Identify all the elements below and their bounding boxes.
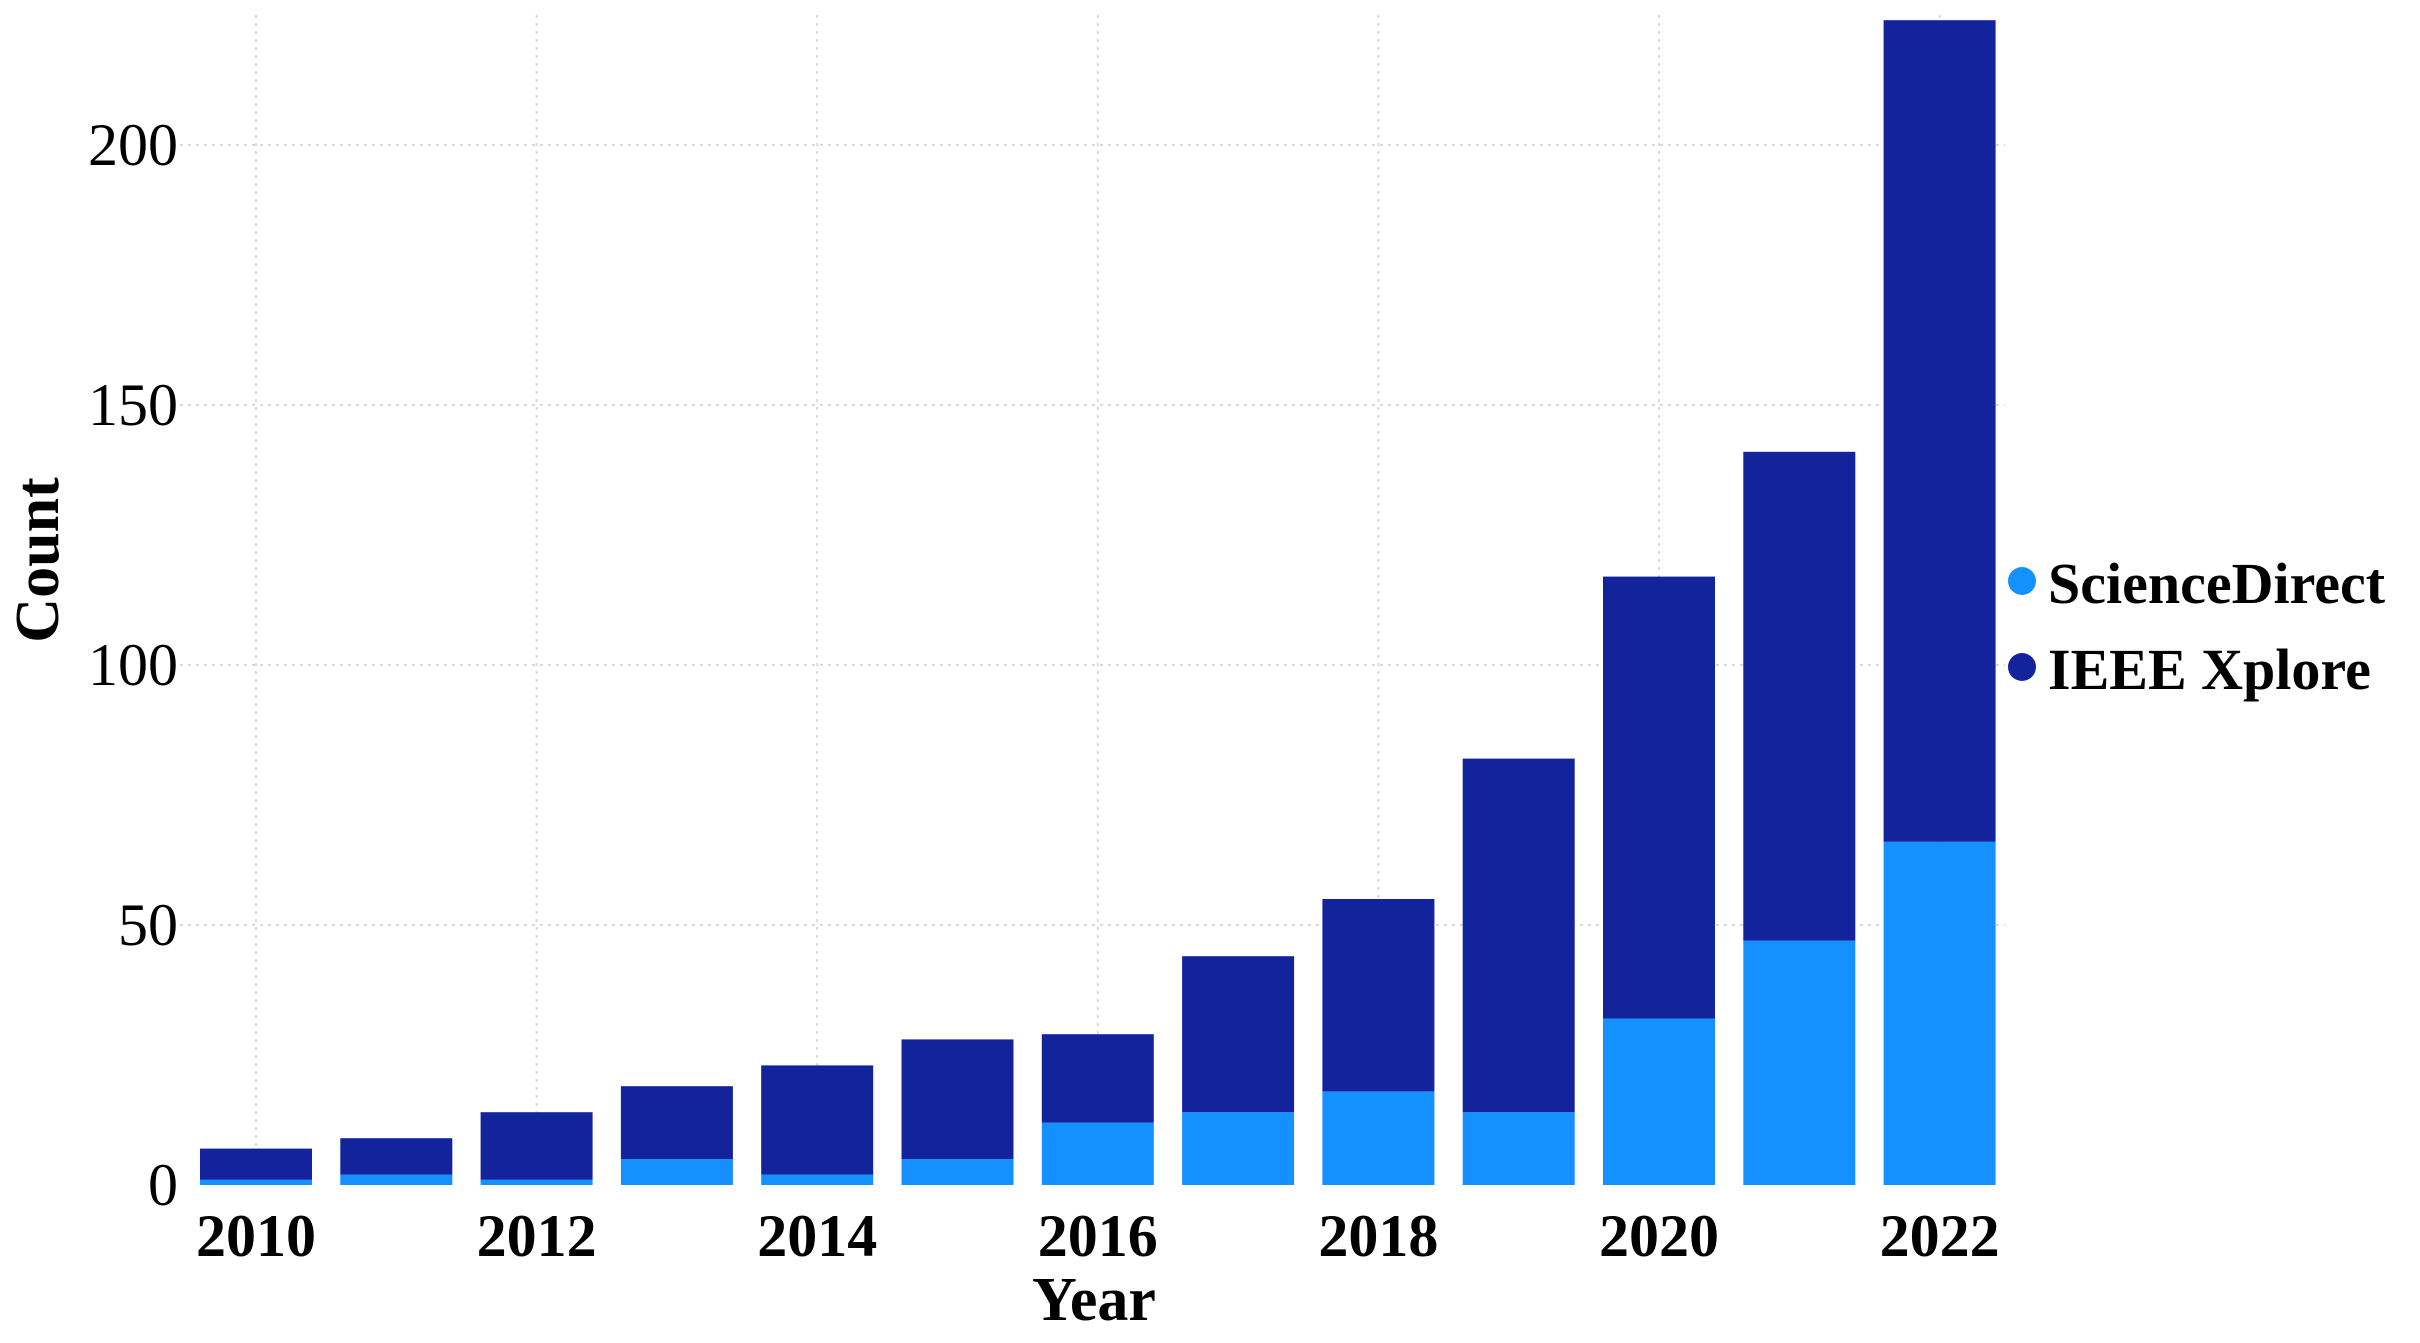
- bar-sciencedirect-2015: [901, 1159, 1014, 1185]
- y-tick-label: 100: [88, 632, 178, 698]
- bar-ieee-xplore-2018: [1322, 899, 1435, 1092]
- bar-ieee-xplore-2017: [1182, 956, 1295, 1113]
- bar-sciencedirect-2010: [200, 1179, 312, 1185]
- x-tick-label: 2018: [1318, 1203, 1438, 1269]
- legend: ScienceDirect IEEE Xplore: [2008, 551, 2386, 702]
- bar-sciencedirect-2012: [480, 1179, 593, 1185]
- x-tick-label: 2014: [757, 1203, 877, 1269]
- y-axis-ticks: 0 50 100 150 200: [88, 112, 178, 1218]
- y-tick-label: 200: [88, 112, 178, 178]
- bar-ieee-xplore-2015: [901, 1039, 1014, 1159]
- bar-sciencedirect-2021: [1743, 940, 1856, 1185]
- bar-ieee-xplore-2013: [620, 1086, 733, 1159]
- y-axis-title: Count: [4, 477, 72, 643]
- x-tick-label: 2016: [1038, 1203, 1158, 1269]
- legend-label: ScienceDirect: [2048, 551, 2386, 616]
- bar-layer: [200, 20, 1996, 1185]
- legend-label: IEEE Xplore: [2048, 637, 2371, 702]
- bar-sciencedirect-2019: [1462, 1112, 1575, 1185]
- legend-marker: [2008, 567, 2036, 595]
- bar-sciencedirect-2018: [1322, 1091, 1435, 1185]
- bar-sciencedirect-2020: [1603, 1018, 1715, 1185]
- bar-ieee-xplore-2011: [340, 1138, 453, 1175]
- bar-ieee-xplore-2014: [761, 1065, 874, 1175]
- bar-ieee-xplore-2020: [1603, 576, 1715, 1019]
- bar-ieee-xplore-2019: [1462, 758, 1575, 1113]
- grid-layer: [180, 15, 2005, 1185]
- x-tick-label: 2020: [1599, 1203, 1719, 1269]
- y-tick-label: 0: [148, 1152, 178, 1218]
- x-tick-label: 2022: [1880, 1203, 2000, 1269]
- bar-sciencedirect-2022: [1883, 841, 1996, 1185]
- bar-ieee-xplore-2021: [1743, 451, 1856, 941]
- bar-sciencedirect-2014: [761, 1174, 874, 1185]
- bar-ieee-xplore-2012: [480, 1112, 593, 1180]
- x-tick-label: 2012: [477, 1203, 597, 1269]
- bar-ieee-xplore-2016: [1041, 1034, 1154, 1123]
- x-axis-title: Year: [1032, 1266, 1156, 1334]
- bar-ieee-xplore-2022: [1883, 20, 1996, 842]
- x-tick-label: 2010: [196, 1203, 316, 1269]
- legend-item: IEEE Xplore: [2008, 637, 2371, 702]
- y-tick-label: 150: [88, 372, 178, 438]
- x-axis-ticks: 2010 2012 2014 2016 2018 2020 2022: [196, 1203, 2000, 1269]
- y-tick-label: 50: [118, 892, 178, 958]
- legend-item: ScienceDirect: [2008, 551, 2386, 616]
- bar-sciencedirect-2011: [340, 1174, 453, 1185]
- bar-sciencedirect-2017: [1182, 1112, 1295, 1185]
- bar-sciencedirect-2013: [620, 1159, 733, 1185]
- legend-marker: [2008, 653, 2036, 681]
- bar-ieee-xplore-2010: [200, 1148, 312, 1180]
- bar-sciencedirect-2016: [1041, 1122, 1154, 1185]
